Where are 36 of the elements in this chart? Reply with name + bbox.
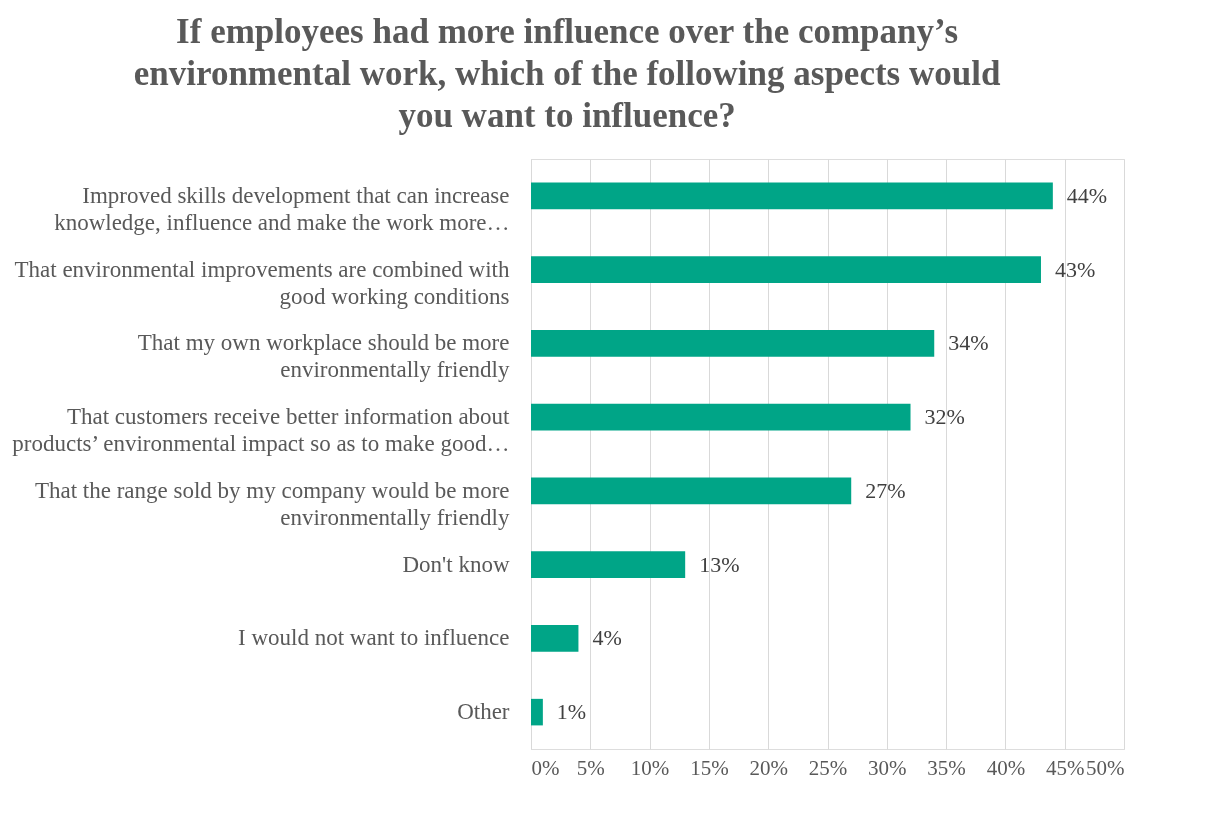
bar — [531, 625, 579, 652]
y-tick-label: Other — [457, 699, 510, 725]
data-label: 43% — [1054, 256, 1096, 282]
data-label: 32% — [924, 404, 965, 430]
x-tick-label: 40% — [986, 755, 1026, 780]
data-label: 4% — [592, 625, 622, 651]
bar — [531, 256, 1041, 283]
y-tick-label: That my own workplace should be more environmentally friendly — [137, 330, 510, 383]
bar — [531, 551, 686, 578]
data-label: 44% — [1066, 182, 1108, 208]
y-tick-label: That the range sold by my company would be more environmentally friendly — [34, 477, 510, 530]
y-tick-label: I would not want to influence — [238, 625, 510, 651]
bar — [531, 330, 935, 357]
x-tick-label: 35% — [927, 755, 966, 780]
bar — [531, 477, 852, 505]
x-tick-label: 50% — [1086, 755, 1125, 780]
x-tick-label: 25% — [808, 755, 848, 780]
data-label: 27% — [865, 477, 906, 503]
x-tick-label: 30% — [868, 755, 907, 780]
data-label: 13% — [699, 551, 740, 577]
x-tick-label: 15% — [690, 755, 729, 780]
data-label: 34% — [948, 330, 989, 356]
y-tick-label: Don't know — [402, 551, 510, 577]
x-tick-label: 10% — [630, 755, 670, 780]
x-tick-label: 45% — [1045, 755, 1085, 780]
bar — [531, 698, 543, 726]
chart-title: If employees had more influence over the company’s environmental work, which of the following aspects would you want to influence? — [133, 12, 1001, 135]
x-tick-label: 20% — [749, 755, 788, 780]
y-tick-label: That environmental improvements are combined with good working conditions — [14, 256, 510, 309]
bar — [531, 403, 911, 431]
y-tick-label: That customers receive better information about products’ environmental impact so as to make good… — [12, 404, 511, 457]
y-tick-label: Improved skills development that can increase knowledge, influence and make the work more… — [54, 182, 510, 235]
x-tick-label: 0% — [531, 755, 560, 780]
bar — [531, 182, 1053, 210]
data-label: 1% — [556, 699, 587, 725]
x-tick-label: 5% — [576, 755, 605, 780]
